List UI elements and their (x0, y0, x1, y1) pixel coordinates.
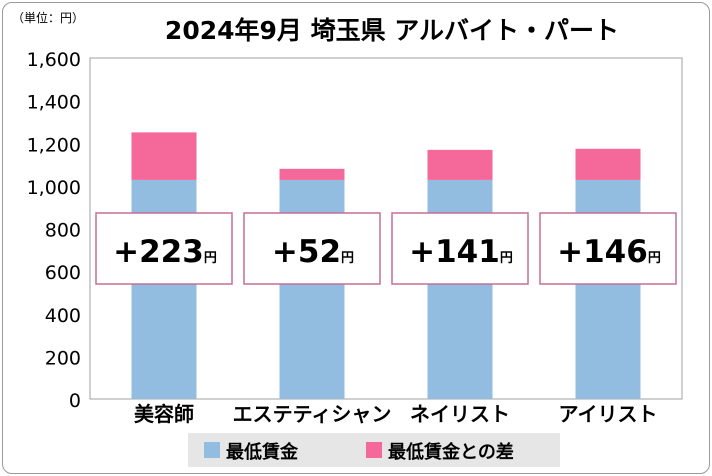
difference-value: +146 (557, 234, 648, 270)
difference-unit: 円 (648, 251, 661, 266)
y-tick-label: 1,400 (27, 92, 81, 114)
y-tick-label: 0 (69, 390, 81, 412)
x-tick-label: 美容師 (134, 402, 194, 426)
difference-callout (243, 212, 381, 285)
difference-unit: 円 (204, 251, 217, 266)
bar-segment-difference (131, 132, 197, 180)
difference-value: +223 (113, 234, 204, 270)
difference-value: +141 (409, 234, 500, 270)
unit-label: （単位：円） (12, 10, 84, 25)
legend-swatch (366, 442, 382, 458)
difference-label: +146円 (557, 234, 661, 270)
y-tick-label: 600 (45, 262, 81, 284)
bar-segment-difference (279, 168, 345, 180)
bar-segment-difference (427, 149, 493, 180)
legend-label: 最低賃金との差 (388, 441, 514, 463)
x-tick-label: ネイリスト (410, 402, 510, 426)
legend-swatch (204, 442, 220, 458)
difference-unit: 円 (341, 251, 354, 266)
difference-callout (391, 212, 529, 285)
y-tick-label: 1,000 (27, 177, 81, 199)
x-tick-label: アイリスト (559, 402, 658, 426)
difference-unit: 円 (500, 251, 513, 266)
y-tick-label: 1,600 (27, 49, 81, 71)
difference-label: +52円 (272, 234, 354, 270)
legend-label: 最低賃金 (226, 441, 299, 463)
difference-callout (95, 212, 233, 285)
chart-title: 2024年9月 埼玉県 アルバイト・パート (165, 16, 619, 45)
difference-callout (539, 212, 677, 285)
difference-label: +141円 (409, 234, 513, 270)
bar-segment-difference (575, 148, 641, 180)
difference-label: +223円 (113, 234, 217, 270)
y-tick-label: 200 (45, 347, 81, 369)
y-tick-label: 800 (45, 220, 81, 242)
y-tick-label: 1,200 (27, 134, 81, 156)
y-tick-label: 400 (45, 305, 81, 327)
plot-area (89, 57, 683, 400)
x-tick-label: エステティシャン (233, 402, 392, 426)
difference-value: +52 (272, 234, 341, 270)
